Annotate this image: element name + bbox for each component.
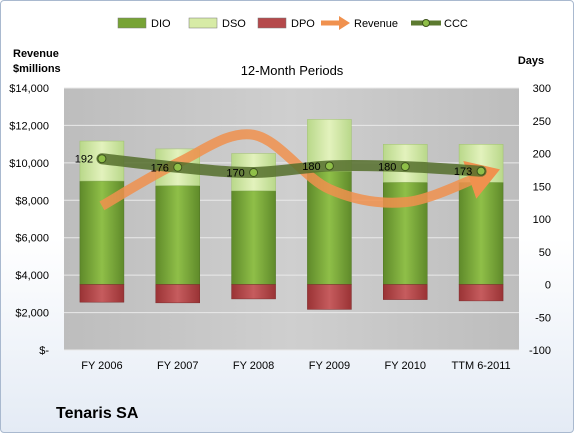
right-tick-label: 50 xyxy=(539,247,551,259)
plot-area xyxy=(64,88,519,350)
category-label: FY 2006 xyxy=(81,360,122,372)
left-tick-label: $- xyxy=(39,345,49,357)
left-axis-label-line2: $millions xyxy=(13,63,61,75)
chart-title: 12-Month Periods xyxy=(241,63,344,78)
category-label: TTM 6-2011 xyxy=(452,360,511,372)
legend-swatch xyxy=(188,17,218,29)
legend-label: DIO xyxy=(151,18,171,30)
left-axis-ticks: $- $2,000 $4,000 $6,000 $8,000 $10,000 $12,000… xyxy=(9,83,49,357)
legend-swatch-dot xyxy=(422,19,430,27)
ccc-data-label: 180 xyxy=(302,161,320,173)
right-tick-label: -50 xyxy=(535,312,551,324)
category-label: FY 2010 xyxy=(385,360,426,372)
ccc-point xyxy=(324,161,334,171)
gridlines xyxy=(64,87,519,351)
right-tick-label: 0 xyxy=(545,280,551,292)
right-tick-label: 150 xyxy=(533,181,551,193)
bar-dio xyxy=(458,182,504,285)
legend-label: DPO xyxy=(291,18,315,30)
left-axis-label-line1: Revenue xyxy=(13,48,59,60)
right-tick-label: 250 xyxy=(533,116,551,128)
legend-label: DSO xyxy=(222,18,246,30)
bar-dio xyxy=(155,185,200,285)
legend-label: Revenue xyxy=(354,18,398,30)
bar-dpo xyxy=(307,284,352,310)
left-tick-label: $12,000 xyxy=(9,120,49,132)
right-axis-ticks: -100 -50 0 50 100 150 200 250 300 xyxy=(529,83,551,357)
right-tick-label: -100 xyxy=(529,345,551,357)
category-label: FY 2009 xyxy=(309,360,350,372)
category-label: FY 2008 xyxy=(233,360,274,372)
legend-swatch xyxy=(257,17,287,29)
ccc-point xyxy=(400,162,410,172)
ccc-line: 192 176 170 180 180 173 xyxy=(75,153,487,179)
ccc-path xyxy=(96,153,487,178)
ccc-point xyxy=(173,162,183,172)
bar-dpo xyxy=(383,284,428,300)
right-tick-label: 300 xyxy=(533,83,551,95)
ccc-data-label: 173 xyxy=(454,166,472,178)
legend-label: CCC xyxy=(444,18,468,30)
bar-dpo xyxy=(155,284,200,304)
legend-swatch xyxy=(117,17,147,29)
company-name: Tenaris SA xyxy=(56,405,139,422)
ccc-data-label: 170 xyxy=(226,167,244,179)
ccc-data-label: 180 xyxy=(378,162,396,174)
bar-dio xyxy=(231,190,276,285)
legend: DIO DSO DPO Revenue CCC xyxy=(117,16,468,30)
right-tick-label: 200 xyxy=(533,149,551,161)
ccc-data-label: 192 xyxy=(75,154,93,166)
left-tick-label: $2,000 xyxy=(15,308,49,320)
legend-swatch-head xyxy=(339,16,350,30)
right-axis-label: Days xyxy=(518,55,544,67)
ccc-data-label: 176 xyxy=(151,162,169,174)
bar-dpo xyxy=(79,284,125,303)
ccc-point xyxy=(476,166,486,176)
category-label: FY 2007 xyxy=(157,360,198,372)
ccc-point xyxy=(249,167,259,177)
left-tick-label: $14,000 xyxy=(9,83,49,95)
bar-dpo xyxy=(231,284,276,300)
left-tick-label: $10,000 xyxy=(9,158,49,170)
left-tick-label: $6,000 xyxy=(15,233,49,245)
bar-dpo xyxy=(458,284,504,302)
category-labels: FY 2006 FY 2007 FY 2008 FY 2009 FY 2010 TTM 6… xyxy=(81,360,510,372)
left-tick-label: $4,000 xyxy=(15,270,49,282)
ccc-point xyxy=(97,154,107,164)
left-tick-label: $8,000 xyxy=(15,195,49,207)
right-tick-label: 100 xyxy=(533,214,551,226)
